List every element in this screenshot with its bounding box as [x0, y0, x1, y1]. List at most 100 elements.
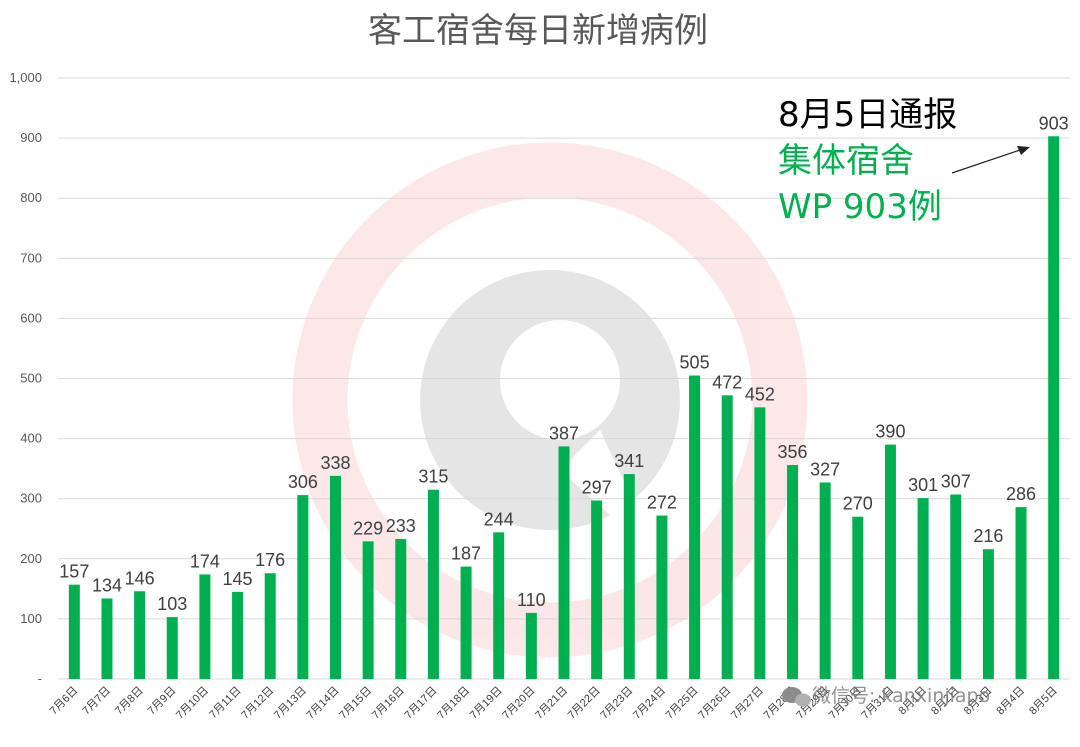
x-tick-label: 7月23日 — [598, 685, 635, 722]
x-tick-label: 7月24日 — [631, 685, 668, 722]
y-tick-label: 1,000 — [9, 70, 42, 85]
x-tick-label: 8月5日 — [1027, 685, 1060, 718]
data-label: 157 — [59, 562, 89, 582]
x-tick-label: 7月20日 — [500, 685, 537, 722]
y-tick-label: 100 — [20, 611, 42, 626]
watermark-logo — [292, 142, 808, 658]
bar — [68, 584, 80, 679]
wechat-icon — [782, 687, 811, 707]
bar — [852, 516, 864, 679]
bar — [1048, 136, 1060, 679]
annotation-line-3: WP 903例 — [778, 187, 942, 227]
bar — [558, 446, 570, 679]
x-tick-label: 7月6日 — [48, 685, 81, 718]
data-label: 356 — [777, 442, 807, 462]
y-tick-label: 500 — [20, 371, 42, 386]
data-label: 146 — [125, 568, 155, 588]
bar — [134, 591, 146, 679]
x-tick-label: 7月27日 — [729, 685, 766, 722]
data-label: 286 — [1006, 484, 1036, 504]
data-label: 315 — [418, 467, 448, 487]
x-tick-label: 7月17日 — [403, 685, 440, 722]
data-label: 301 — [908, 475, 938, 495]
x-tick-label: 7月12日 — [239, 685, 276, 722]
bar — [166, 617, 178, 679]
data-label: 176 — [255, 550, 285, 570]
bar — [329, 475, 341, 679]
y-tick-label: 800 — [20, 190, 42, 205]
x-tick-label: 8月4日 — [994, 685, 1027, 718]
data-label: 338 — [320, 453, 350, 473]
bars — [68, 136, 1060, 679]
y-tick-label: 400 — [20, 431, 42, 446]
x-tick-label: 7月15日 — [337, 685, 374, 722]
data-label: 216 — [973, 526, 1003, 546]
bar — [101, 598, 113, 679]
y-axis-ticks: - 100 200 300 400 500 600 700 800 900 1,000 — [9, 70, 42, 686]
data-label: 233 — [386, 516, 416, 536]
bar — [199, 574, 211, 679]
y-tick-label: 900 — [20, 130, 42, 145]
bar — [950, 494, 962, 679]
x-tick-label: 7月26日 — [696, 685, 733, 722]
y-tick-label: - — [38, 671, 42, 686]
x-tick-label: 7月21日 — [533, 685, 570, 722]
x-tick-label: 7月19日 — [468, 685, 505, 722]
data-label: 110 — [517, 590, 546, 610]
data-label: 244 — [484, 509, 514, 529]
bar — [297, 495, 309, 679]
data-label: 187 — [451, 544, 481, 564]
wechat-id-text: 微信号: kanxinjiapo — [812, 685, 990, 707]
x-tick-label: 7月22日 — [566, 685, 603, 722]
x-tick-label: 7月11日 — [207, 685, 243, 721]
data-label: 387 — [549, 423, 579, 443]
chart-title: 客工宿舍每日新增病例 — [368, 11, 708, 51]
data-label: 306 — [288, 472, 318, 492]
data-label: 505 — [680, 352, 710, 372]
data-label: 297 — [582, 478, 612, 498]
x-tick-label: 7月7日 — [80, 685, 113, 718]
data-label: 341 — [614, 451, 644, 471]
bar — [754, 407, 766, 679]
bar — [232, 591, 244, 679]
x-tick-label: 7月25日 — [664, 685, 701, 722]
x-tick-label: 7月16日 — [370, 685, 407, 722]
x-tick-label: 7月14日 — [305, 685, 342, 722]
bar — [1015, 507, 1027, 679]
y-tick-label: 700 — [20, 250, 42, 265]
y-tick-label: 300 — [20, 491, 42, 506]
bar — [982, 549, 994, 679]
wechat-watermark: 微信号: kanxinjiapo — [782, 685, 990, 707]
bar — [819, 482, 831, 679]
bar — [689, 375, 701, 679]
data-label: 145 — [223, 569, 253, 589]
bar — [460, 566, 472, 679]
bar — [721, 395, 733, 679]
bar — [493, 532, 505, 679]
data-label: 472 — [712, 372, 742, 392]
data-label: 103 — [157, 594, 187, 614]
data-label: 327 — [810, 459, 840, 479]
x-tick-label: 7月13日 — [272, 685, 309, 722]
bar — [395, 538, 407, 679]
x-tick-label: 7月8日 — [113, 685, 146, 718]
data-label: 134 — [92, 575, 122, 595]
bar — [623, 474, 635, 679]
x-tick-label: 7月10日 — [174, 685, 211, 722]
bar — [917, 498, 929, 679]
data-label: 390 — [875, 422, 905, 442]
bar — [264, 573, 276, 679]
bar — [362, 541, 374, 679]
bar — [427, 489, 439, 679]
bar — [884, 444, 896, 679]
data-label: 174 — [190, 551, 220, 571]
x-tick-label: 7月18日 — [435, 685, 472, 722]
annotation-arrow — [951, 146, 1030, 174]
bar — [591, 500, 603, 679]
data-label: 229 — [353, 518, 383, 538]
data-label: 452 — [745, 384, 775, 404]
data-label: 270 — [843, 494, 873, 514]
y-tick-label: 200 — [20, 551, 42, 566]
bar — [525, 612, 537, 679]
